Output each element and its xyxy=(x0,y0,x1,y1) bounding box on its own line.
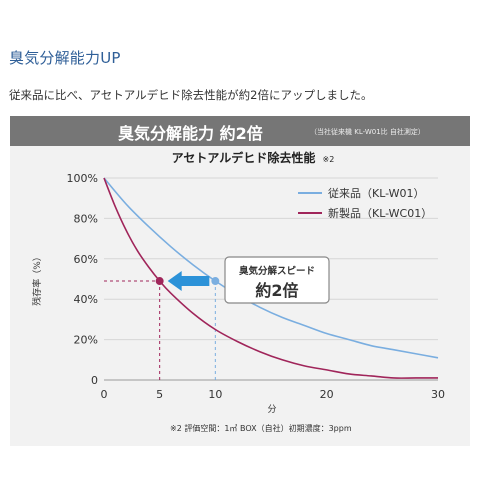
y-tick-label: 100% xyxy=(67,172,98,185)
callout-line1: 臭気分解スピード xyxy=(239,265,315,277)
x-axis-label: 分 xyxy=(267,404,276,415)
chart-panel: 臭気分解能力 約2倍 （当社従来機 KL-W01比 自社測定） アセトアルデヒド… xyxy=(10,116,470,446)
svg-text:アセトアルデヒド除去性能 ※2: アセトアルデヒド除去性能 ※2 xyxy=(172,150,335,165)
y-tick-label: 0 xyxy=(91,374,98,387)
y-tick-label: 80% xyxy=(74,212,98,225)
y-tick-label: 20% xyxy=(74,334,98,347)
x-tick-label: 20 xyxy=(320,388,334,401)
data-markers xyxy=(155,277,220,286)
speed-callout: 臭気分解スピード 約2倍 xyxy=(167,256,330,304)
legend: 従来品（KL-W01） 新製品（KL-WC01） xyxy=(298,187,432,220)
section-heading: 臭気分解能力UP xyxy=(9,49,121,67)
arrow-icon xyxy=(167,271,210,292)
y-tick-label: 40% xyxy=(74,293,98,306)
intro-text: 従来品に比べ、アセトアルデヒド除去性能が約2倍にアップしました。 xyxy=(9,88,373,102)
y-axis-label: 残存率（%） xyxy=(31,252,43,306)
banner-title: 臭気分解能力 約2倍 xyxy=(118,124,263,143)
guide-lines xyxy=(104,280,216,380)
legend-label: 従来品（KL-W01） xyxy=(328,187,425,200)
series-line-old xyxy=(103,177,439,359)
x-tick-label: 30 xyxy=(431,388,445,401)
marker-new xyxy=(155,277,164,286)
x-tick-labels: 0 5 10 20 30 xyxy=(101,388,446,401)
x-tick-label: 10 xyxy=(208,388,222,401)
banner-note: （当社従来機 KL-W01比 自社測定） xyxy=(310,128,425,136)
x-tick-label: 5 xyxy=(156,388,163,401)
y-tick-label: 60% xyxy=(74,253,98,266)
chart-title: アセトアルデヒド除去性能 xyxy=(172,150,316,165)
series-lines xyxy=(103,177,439,379)
banner: 臭気分解能力 約2倍 （当社従来機 KL-W01比 自社測定） xyxy=(10,116,470,146)
footnote: ※2 評価空間：1㎥ BOX（自社）初期濃度：3ppm xyxy=(170,424,352,433)
x-tick-label: 0 xyxy=(101,388,108,401)
series-line-new xyxy=(103,177,438,379)
callout-box xyxy=(224,256,330,304)
marker-old xyxy=(211,277,220,286)
callout-line2: 約2倍 xyxy=(255,281,298,300)
legend-label: 新製品（KL-WC01） xyxy=(328,206,432,220)
chart-title-note: ※2 xyxy=(323,155,335,164)
line-chart: アセトアルデヒド除去性能 ※2 0 20% 40% 60% 80% 100% 0 5 10 20… xyxy=(31,150,446,415)
y-tick-labels: 0 20% 40% 60% 80% 100% xyxy=(67,172,98,387)
